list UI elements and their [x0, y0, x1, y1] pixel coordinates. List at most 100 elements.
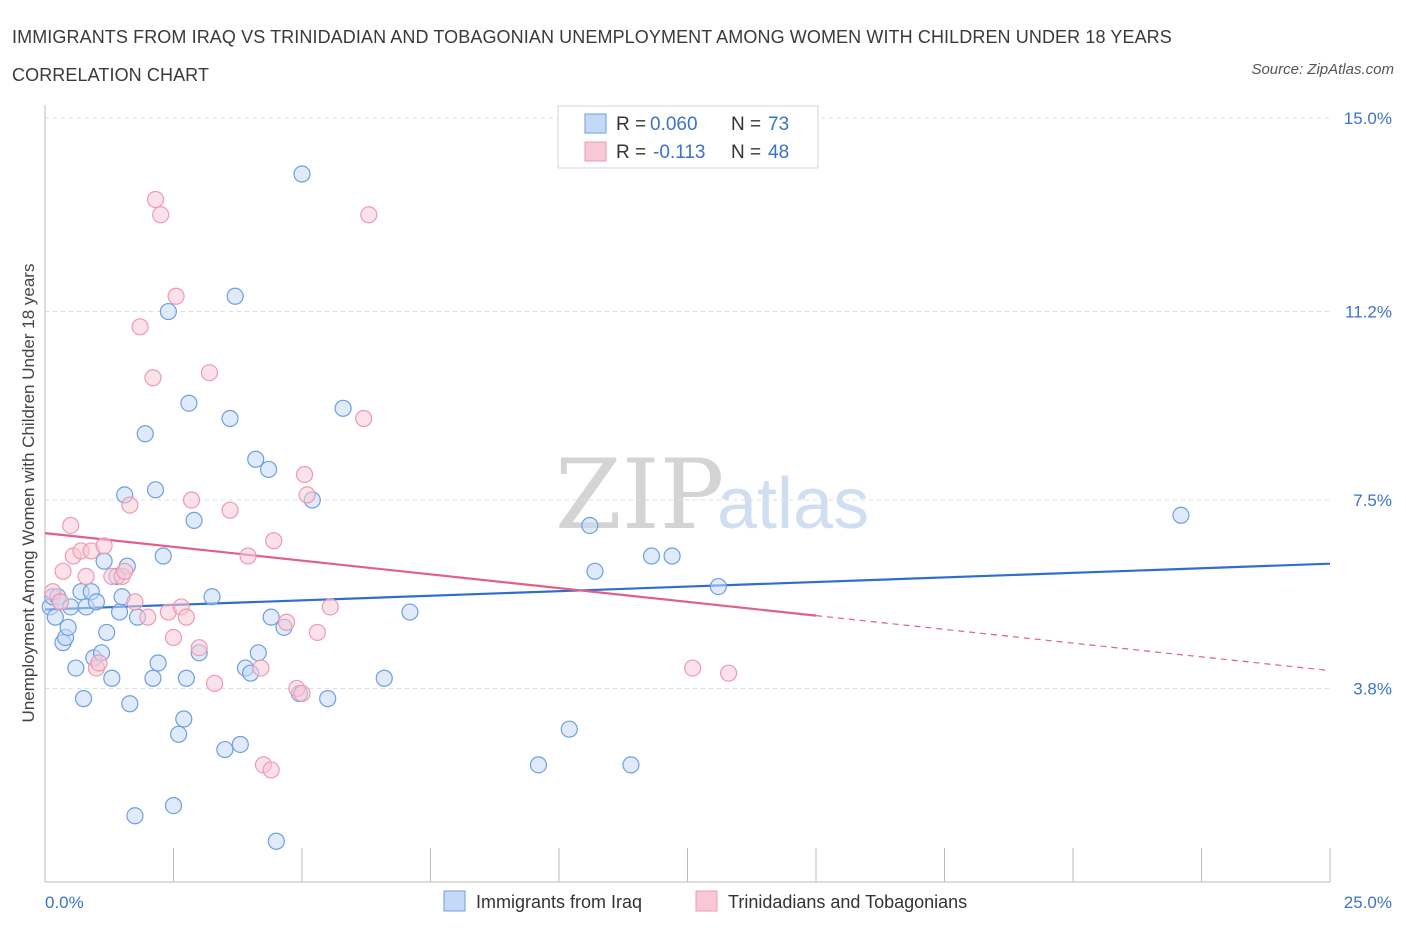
point-tt [182, 491, 201, 509]
legend-n-label-tt: N = [731, 142, 761, 163]
y-tick-label: 11.2% [1345, 303, 1392, 322]
point-iraq [293, 165, 311, 183]
point-iraq [375, 669, 393, 687]
x-tick-label: 0.0% [45, 893, 84, 912]
point-tt [360, 206, 378, 224]
tick-labels: 3.8% 7.5% 11.2% 15.0% 0.0% 25.0% [45, 109, 1392, 912]
trend-line-tt [44, 532, 817, 617]
point-iraq [622, 756, 640, 774]
point-tt [221, 501, 239, 519]
point-tt [355, 409, 373, 428]
point-iraq [249, 644, 267, 662]
bottom-legend: Immigrants from Iraq Trinidadians and To… [443, 890, 967, 912]
point-iraq [586, 562, 604, 580]
trend-lines [44, 532, 1331, 672]
point-tt [265, 532, 283, 550]
legend-r-value-tt: -0.113 [653, 142, 705, 163]
point-iraq [126, 807, 144, 825]
legend-n-label-iraq: N = [731, 114, 761, 135]
point-tt [116, 562, 134, 580]
point-iraq [177, 669, 195, 687]
y-axis-label: Unemployment Among Women with Children U… [19, 264, 38, 723]
point-iraq [529, 756, 548, 774]
point-iraq [144, 669, 162, 687]
point-tt [277, 613, 296, 631]
point-tt [54, 562, 72, 580]
point-iraq [185, 511, 203, 529]
point-iraq [59, 618, 77, 636]
point-iraq [103, 669, 121, 687]
point-tt [167, 287, 185, 305]
point-tt [308, 623, 327, 642]
point-iraq [231, 735, 249, 754]
point-iraq [259, 460, 278, 479]
trend-line-iraq [44, 562, 1331, 611]
point-tt [295, 465, 314, 484]
point-iraq [180, 394, 198, 412]
trend-line-tt-extension [815, 615, 1331, 672]
point-iraq [709, 577, 727, 596]
point-iraq [98, 623, 116, 642]
point-tt [252, 659, 270, 677]
point-iraq [175, 710, 193, 728]
point-iraq [334, 399, 352, 417]
point-tt [51, 593, 70, 611]
point-tt [139, 608, 157, 626]
x-tick-label: 25.0% [1344, 893, 1392, 912]
point-tt [164, 628, 183, 647]
point-tt [152, 206, 170, 224]
point-iraq [121, 695, 139, 713]
chart-source: Source: ZipAtlas.com [1251, 61, 1394, 78]
point-iraq [401, 603, 419, 621]
axes [44, 105, 1331, 883]
point-tt [720, 664, 738, 682]
point-iraq [87, 593, 106, 611]
point-tt [298, 486, 316, 504]
y-tick-label: 15.0% [1344, 109, 1392, 128]
point-iraq [1172, 506, 1190, 524]
point-iraq [110, 603, 129, 621]
point-iraq [247, 450, 265, 468]
point-iraq [136, 425, 154, 443]
point-tt [190, 639, 208, 657]
point-tt [200, 364, 219, 382]
point-iraq [267, 832, 285, 850]
bottom-legend-label-tt: Trinidadians and Tobagonians [728, 892, 967, 912]
y-tick-label: 7.5% [1353, 491, 1392, 510]
bottom-legend-swatch-tt [695, 890, 718, 912]
point-iraq [74, 690, 93, 708]
y-tick-label: 3.8% [1353, 679, 1392, 698]
legend-swatch-tt [584, 141, 607, 162]
point-iraq [581, 516, 599, 535]
point-tt [293, 684, 311, 703]
legend-r-label-iraq: R = [616, 114, 646, 135]
point-iraq [154, 547, 172, 565]
point-iraq [221, 409, 239, 428]
point-tt [177, 608, 195, 626]
point-iraq [146, 481, 165, 499]
chart-title: IMMIGRANTS FROM IRAQ VS TRINIDADIAN AND … [12, 27, 1172, 85]
watermark-zip: ZIP [555, 439, 724, 551]
point-iraq [149, 654, 167, 672]
point-iraq [663, 547, 681, 565]
point-iraq [226, 287, 244, 305]
watermark-atlas: atlas [717, 464, 869, 544]
bottom-legend-label-iraq: Immigrants from Iraq [476, 892, 642, 912]
legend-swatch-iraq [584, 113, 607, 134]
point-tt [239, 547, 257, 565]
point-iraq [319, 690, 337, 708]
point-tt [131, 318, 149, 336]
legend-r-label-tt: R = [616, 142, 646, 163]
point-iraq [67, 659, 85, 677]
point-tt [262, 761, 280, 779]
point-tt [126, 593, 144, 611]
data-points [41, 165, 1190, 850]
point-tt [144, 369, 162, 387]
point-iraq [262, 608, 280, 626]
point-iraq [560, 720, 578, 738]
point-iraq [642, 547, 661, 565]
point-iraq [159, 302, 177, 321]
point-iraq [170, 725, 188, 743]
point-tt [321, 598, 339, 616]
